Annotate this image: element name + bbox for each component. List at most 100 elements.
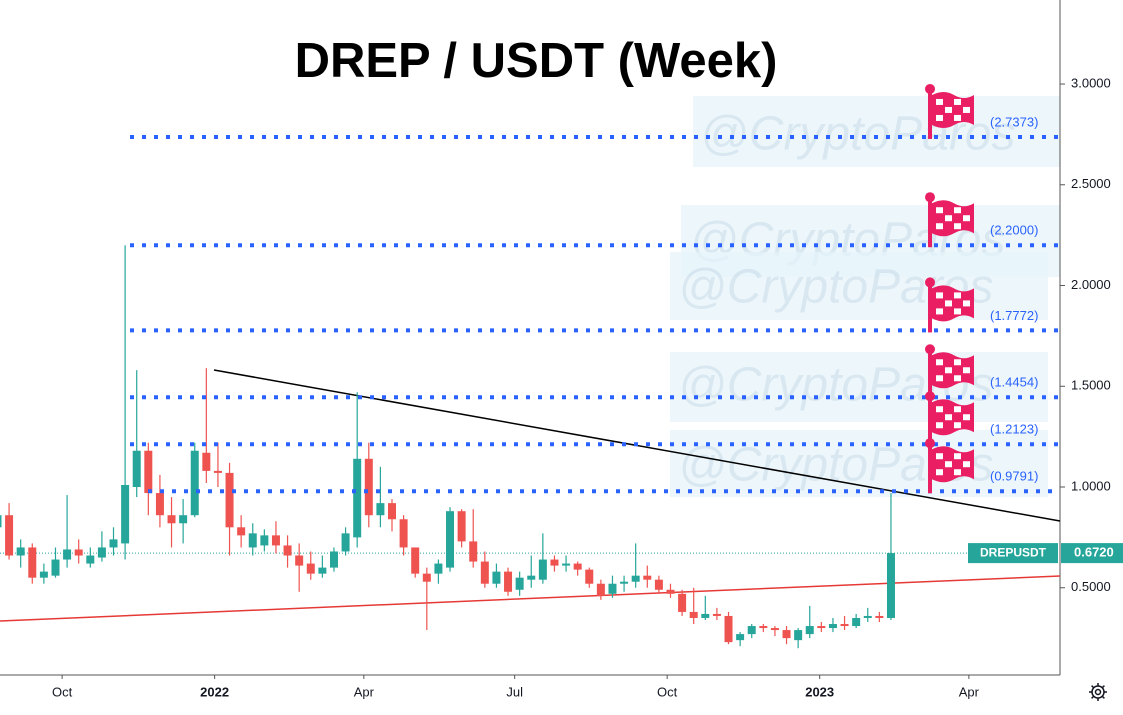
flag-icon [925,83,974,139]
chart-title: DREP / USDT (Week) [295,34,778,88]
y-tick-label: 1.0000 [1071,478,1111,493]
candle-body [167,515,176,524]
candle-body [202,452,211,471]
candle-body [805,626,814,635]
plot-area [0,245,968,649]
candle-body [689,611,698,618]
flag-check [954,375,961,382]
flag-pole [928,88,932,139]
candle-body [678,593,687,612]
flag-check [945,414,952,421]
candle-body [457,511,466,542]
candle-body [585,569,594,584]
level-label: (1.7772) [990,308,1038,323]
candle-body [213,470,222,473]
flag-check [936,359,943,366]
candle-body [51,559,60,576]
flag-ball [925,344,935,355]
candle-body [794,630,803,641]
x-tick-label: 2023 [805,684,834,699]
candle-body [376,503,385,516]
candle-body [747,626,756,635]
flag-check [954,406,961,413]
flag-ball [925,391,935,402]
flag-check [954,98,961,105]
candle-body [666,589,675,594]
candle-body [225,472,234,528]
flag-pole [928,349,932,400]
flag-check [963,414,970,421]
candle-body [712,613,721,616]
level-label: (1.2123) [990,422,1038,437]
price-badge [1061,543,1123,564]
flag-check [954,453,961,460]
candle-body [596,583,605,596]
candle-body [643,575,652,580]
candle-body [28,547,37,578]
watermark-box [670,352,1048,422]
x-tick-label: Jul [506,684,523,699]
flag-check [954,308,961,315]
watermarks: @CryptoParos @CryptoParos @CryptoParos @… [670,96,1060,497]
flag-icon [925,438,974,494]
flag-check [954,359,961,366]
flag-check [936,308,943,315]
candle-body [863,615,872,618]
symbol-badge [968,543,1058,564]
candle-body [329,551,338,568]
candle-body [515,577,524,590]
candle-body [179,515,188,524]
candle-body [260,535,269,546]
candle-body [0,515,2,528]
flag-check [963,300,970,307]
candle-body [353,458,362,538]
level-label: (1.4454) [990,375,1038,390]
candle-body [388,503,397,520]
candle-body [492,571,501,584]
flag-icon [925,192,974,248]
candle-body [121,484,130,544]
x-tick-label: Oct [657,684,678,699]
flag-check [954,114,961,121]
watermark-box [670,252,1048,320]
flag-pole [928,443,932,494]
candle-body [237,527,246,536]
candle-body [341,533,350,552]
candle-body [736,634,745,641]
y-tick-label: 1.5000 [1071,378,1111,393]
candle-body [886,553,895,618]
candle-body [782,630,791,639]
settings-icon[interactable] [1089,683,1107,701]
flag-check [936,98,943,105]
x-tick-label: Apr [354,684,375,699]
watermark-box [693,96,1060,167]
x-tick-label: Apr [959,684,980,699]
flag-check [936,469,943,476]
flag-check [936,114,943,121]
flag-ball [925,83,935,94]
flag-check [936,422,943,429]
candle-body [538,559,547,580]
candle-body [480,561,489,584]
candle-body [97,547,106,558]
flag-pole [928,197,932,248]
flag-pole [928,396,932,447]
y-tick-label: 2.0000 [1071,277,1111,292]
x-tick-label: 2022 [200,684,229,699]
flag-check [936,375,943,382]
candle-body [16,547,25,556]
flag-icon [925,277,974,333]
flag-check [954,292,961,299]
candle-body [364,458,373,516]
candle-body [469,541,478,562]
flag-check [945,300,952,307]
candle-body [399,519,408,548]
level-label: (2.7373) [990,114,1038,129]
y-tick-label: 3.0000 [1071,75,1111,90]
candle-body [562,563,571,566]
candle-body [701,613,710,618]
flag-check [936,406,943,413]
candle-body [74,549,83,556]
